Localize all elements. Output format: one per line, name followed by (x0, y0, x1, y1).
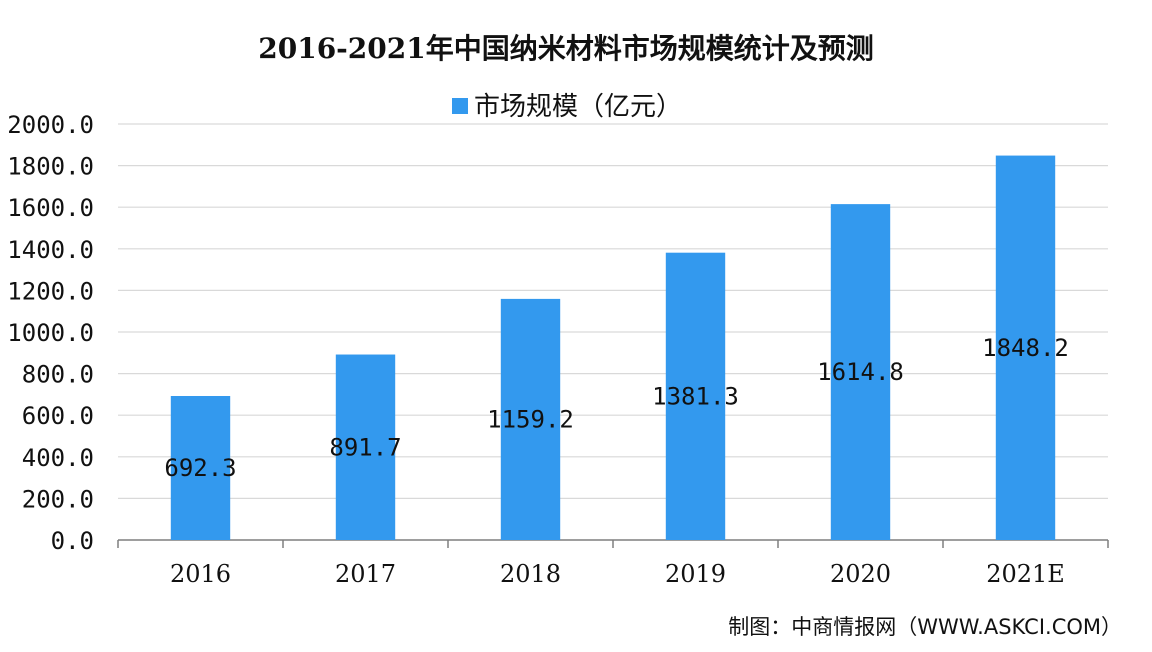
y-axis-ticks: 0.0 200.0 400.0 600.0 800.0 1000.0 1200.0 1400.… (7, 111, 94, 555)
source-note: 制图：中商情报网（WWW.ASKCI.COM） (728, 615, 1122, 639)
y-tick-label: 2000.0 (7, 111, 94, 139)
x-axis-ticks: 2016 2017 2018 2019 2020 2021E (170, 560, 1065, 588)
legend: 市场规模（亿元） (452, 92, 682, 122)
bar (335, 354, 396, 540)
x-axis (117, 539, 1109, 548)
gridlines (118, 123, 1108, 499)
bar (830, 204, 891, 541)
chart-title: 2016-2021年中国纳米材料市场规模统计及预测 (258, 32, 873, 65)
data-label: 1848.2 (982, 334, 1069, 362)
data-label: 1159.2 (487, 405, 574, 433)
legend-label: 市场规模（亿元） (474, 92, 682, 122)
data-label: 891.7 (329, 433, 401, 461)
x-tick-label: 2016 (170, 560, 231, 588)
y-tick-label: 1800.0 (7, 153, 94, 181)
bar (500, 298, 561, 540)
bar (170, 396, 231, 540)
x-tick-label: 2017 (335, 560, 396, 588)
y-tick-label: 1400.0 (7, 236, 94, 264)
bar-series (170, 155, 1056, 541)
data-labels: 692.3 891.7 1159.2 1381.3 1614.8 1848.2 (164, 334, 1068, 482)
data-label: 1614.8 (817, 358, 904, 386)
x-tick-label: 2018 (500, 560, 561, 588)
bar (665, 252, 726, 540)
y-tick-label: 200.0 (22, 485, 94, 513)
y-tick-label: 400.0 (22, 444, 94, 472)
legend-swatch (452, 98, 468, 114)
x-tick-label: 2020 (830, 560, 891, 588)
y-tick-label: 1600.0 (7, 194, 94, 222)
data-label: 692.3 (164, 454, 236, 482)
y-tick-label: 600.0 (22, 402, 94, 430)
x-tick-label: 2021E (986, 560, 1065, 588)
y-tick-label: 1000.0 (7, 319, 94, 347)
y-tick-label: 1200.0 (7, 277, 94, 305)
data-label: 1381.3 (652, 382, 739, 410)
x-tick-label: 2019 (665, 560, 726, 588)
y-tick-label: 800.0 (22, 361, 94, 389)
bar (995, 155, 1056, 540)
y-tick-label: 0.0 (51, 527, 94, 555)
